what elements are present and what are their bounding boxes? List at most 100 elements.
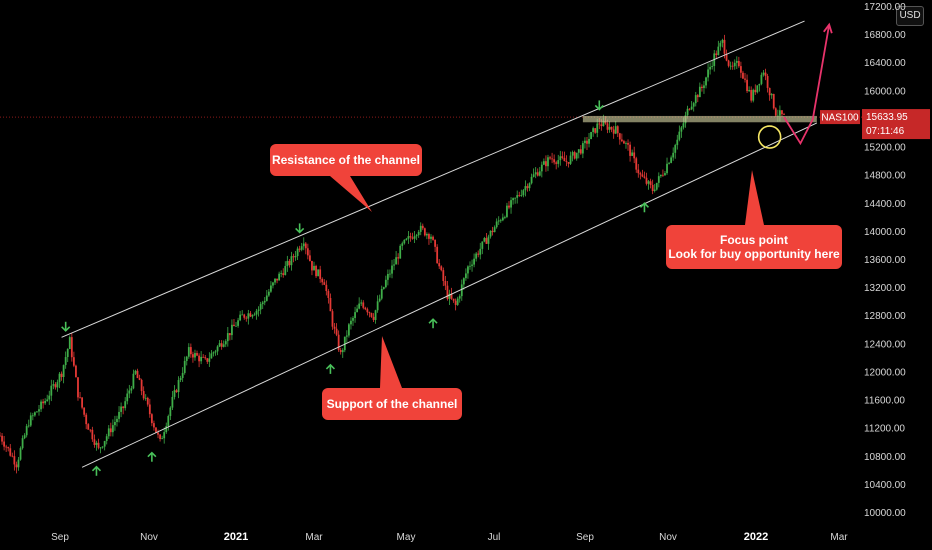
candle-body: [64, 357, 67, 366]
countdown-label: 07:11:46: [866, 126, 905, 137]
candle-body: [701, 86, 703, 89]
candle-body: [44, 400, 47, 404]
candle-body: [292, 256, 295, 258]
candle-body: [31, 415, 34, 417]
candle-body: [25, 426, 28, 436]
candle-body: [423, 228, 426, 236]
candle-body: [643, 176, 646, 178]
candle-body: [23, 435, 26, 439]
candle-body: [405, 238, 408, 240]
candle-body: [159, 434, 161, 439]
candle-body: [245, 317, 248, 319]
candle-body: [257, 309, 260, 311]
candle-body: [506, 205, 508, 217]
callout-text: Resistance of the channel: [272, 153, 420, 167]
candle-body: [651, 184, 654, 191]
candle-body: [731, 65, 734, 67]
candle-body: [528, 183, 531, 189]
candle-body: [7, 447, 10, 449]
candle-body: [306, 248, 309, 256]
support-zone: [582, 115, 817, 123]
candle-body: [430, 236, 432, 239]
candle-body: [774, 108, 777, 116]
candle-body: [524, 186, 527, 191]
candle-body: [87, 424, 90, 430]
symbol-label: NAS100: [821, 113, 859, 124]
candle-body: [549, 157, 551, 159]
candle-body: [610, 126, 613, 130]
callout-support: Support of the channel: [322, 336, 462, 420]
candle-body: [399, 245, 402, 259]
candle-body: [467, 266, 469, 274]
candle-body: [75, 365, 77, 378]
candle-body: [331, 311, 334, 327]
candle-body: [296, 248, 299, 257]
candle-body: [50, 385, 53, 396]
candle-body: [417, 231, 420, 236]
candle-body: [387, 274, 389, 280]
candle-body: [403, 239, 406, 244]
candle-body: [210, 353, 213, 359]
candle-body: [148, 404, 151, 415]
candle-body: [95, 442, 98, 445]
candle-body: [464, 273, 467, 279]
candle-body: [0, 435, 1, 437]
candle-body: [545, 161, 547, 167]
candle-body: [134, 370, 137, 374]
candle-body: [551, 158, 553, 160]
candle-body: [9, 448, 12, 456]
candle-body: [569, 155, 572, 164]
candle-body: [491, 230, 494, 233]
candle-body: [696, 95, 699, 98]
candle-body: [356, 308, 359, 313]
candle-body: [56, 382, 59, 388]
candle-body: [118, 411, 120, 419]
candle-body: [101, 446, 104, 448]
candle-body: [746, 79, 748, 92]
candle-body: [458, 296, 461, 299]
time-axis[interactable]: Sep Nov 2021 Mar May Jul Sep Nov 2022 Mar: [51, 531, 848, 543]
candle-body: [735, 60, 738, 63]
pivot-markers: [61, 100, 650, 476]
candle-body: [150, 414, 153, 424]
candle-body: [138, 378, 141, 380]
candle-body: [495, 221, 498, 228]
candle-body: [707, 69, 709, 78]
candle-body: [715, 53, 718, 56]
candle-body: [733, 62, 736, 67]
candle-body: [766, 76, 769, 88]
candle-body: [302, 243, 305, 247]
candle-body: [270, 285, 272, 292]
candle-body: [563, 157, 566, 162]
candle-body: [678, 131, 681, 140]
candle-body: [348, 324, 350, 336]
candle-body: [212, 352, 215, 354]
candle-body: [479, 248, 482, 255]
candle-body: [36, 411, 38, 413]
candle-body: [105, 436, 108, 442]
candle-body: [189, 347, 192, 355]
y-tick-label: 11200.00: [864, 424, 905, 435]
candle-body: [380, 288, 383, 299]
candle-body: [315, 265, 317, 277]
candle-body: [547, 157, 549, 167]
candle-body: [647, 181, 650, 184]
candle-body: [290, 256, 293, 266]
projection-line: [783, 24, 831, 146]
candle-body: [573, 152, 576, 159]
candle-body: [553, 159, 556, 163]
candle-body: [401, 243, 404, 246]
candle-body: [469, 265, 471, 267]
candle-body: [335, 328, 338, 335]
y-tick-label: 13600.00: [864, 255, 906, 266]
candle-body: [231, 324, 233, 336]
price-axis[interactable]: 17200.0016800.0016400.0016000.0015600.00…: [864, 2, 906, 519]
candle-body: [579, 149, 582, 154]
candle-body: [493, 227, 496, 233]
x-tick-label: Nov: [659, 532, 677, 543]
currency-badge[interactable]: USD: [896, 6, 924, 26]
down-arrow-icon: [61, 321, 71, 332]
candle-body: [216, 346, 219, 352]
